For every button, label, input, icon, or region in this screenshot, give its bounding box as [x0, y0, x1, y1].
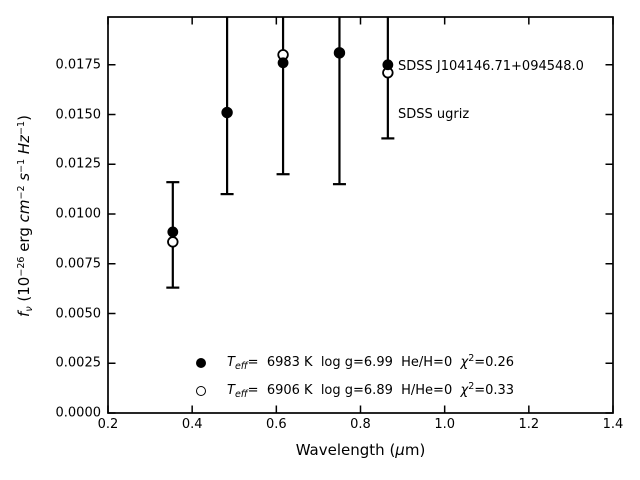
legend-entry-model-1-part: = 6983 K log g=6.99 He/H=0	[247, 355, 461, 370]
legend-entry-model-2-part: T	[227, 383, 235, 398]
y-axis-label-part: f	[15, 311, 33, 317]
y-tick-label: 0.0075	[55, 256, 102, 272]
legend-filled-circle-icon	[196, 358, 206, 368]
x-axis-label: Wavelength (μm)	[108, 441, 613, 459]
x-tick-label: 0.6	[265, 417, 287, 432]
data-point-filled-circle	[334, 47, 345, 59]
legend-entry-model-2: Teff= 6906 K log g=6.89 H/He=0 χ2=0.33	[227, 381, 515, 400]
x-tick-label: 1.4	[602, 417, 624, 432]
data-point-open-circle	[167, 236, 179, 248]
legend-entry-model-1-part: 2	[468, 353, 475, 364]
y-tick-label: 0.0100	[55, 206, 102, 222]
legend-entry-model-2-part: =0.33	[474, 383, 515, 398]
y-tick-label: 0.0125	[55, 156, 102, 172]
legend-entry-model-1: Teff= 6983 K log g=6.99 He/H=0 χ2=0.26	[227, 353, 515, 372]
legend-entry-model-1-part: T	[227, 355, 235, 370]
y-tick-label: 0.0025	[55, 355, 102, 371]
data-point-filled-circle	[382, 59, 394, 71]
y-axis-label-part: ν	[24, 306, 35, 312]
x-axis-label-part: μ	[395, 441, 405, 459]
y-axis-label-part: cm	[15, 199, 33, 223]
annotation: SDSS J104146.71+094548.0 SDSS ugriz	[398, 27, 584, 155]
y-axis-label-part: (10	[15, 276, 33, 307]
y-tick-label: 0.0050	[55, 306, 102, 321]
legend-entry-model-2-part: 2	[468, 381, 475, 392]
x-tick-label: 1.2	[518, 417, 540, 432]
data-point-filled-circle	[167, 226, 179, 238]
y-axis-label-part: s	[15, 172, 33, 181]
legend-entry-model-1-part: eff	[234, 361, 248, 372]
x-axis-label-part: m)	[404, 441, 426, 459]
legend-open-circle-icon	[196, 386, 206, 396]
y-axis-label-part: −26	[16, 256, 27, 277]
y-tick-label: 0.0175	[55, 57, 102, 73]
legend-entry-model-2-part: eff	[234, 389, 248, 400]
legend-entry-model-2-part: = 6906 K log g=6.89 H/He=0	[247, 383, 461, 398]
x-tick-label: 1.0	[434, 417, 455, 432]
annotation-object-id: SDSS J104146.71+094548.0	[398, 59, 584, 74]
y-axis-label-part: Hz	[15, 134, 33, 155]
data-point-filled-circle	[277, 57, 289, 69]
x-axis-label-part: Wavelength (	[295, 441, 396, 459]
legend-entry-model-2-part: χ	[460, 383, 469, 398]
y-tick-label: 0.0150	[55, 107, 102, 122]
annotation-photometry-label: SDSS ugriz	[398, 107, 470, 122]
x-tick-label: 0.2	[97, 417, 119, 432]
legend-entry-model-1-part: χ	[460, 355, 469, 370]
x-tick-label: 0.8	[350, 417, 371, 432]
y-axis-label-part: −1	[16, 158, 27, 173]
y-axis-label-part: −1	[16, 120, 27, 135]
data-point-filled-circle	[221, 107, 233, 118]
x-tick-label: 0.4	[181, 417, 203, 432]
y-axis-label-part: −2	[16, 185, 27, 200]
y-axis-label-part: erg	[15, 222, 33, 257]
y-axis-label: fν (10−26 erg cm−2 s−1 Hz−1)	[15, 66, 35, 366]
y-tick-label: 0.0000	[55, 405, 102, 421]
legend-entry-model-1-part: =0.26	[474, 355, 515, 370]
